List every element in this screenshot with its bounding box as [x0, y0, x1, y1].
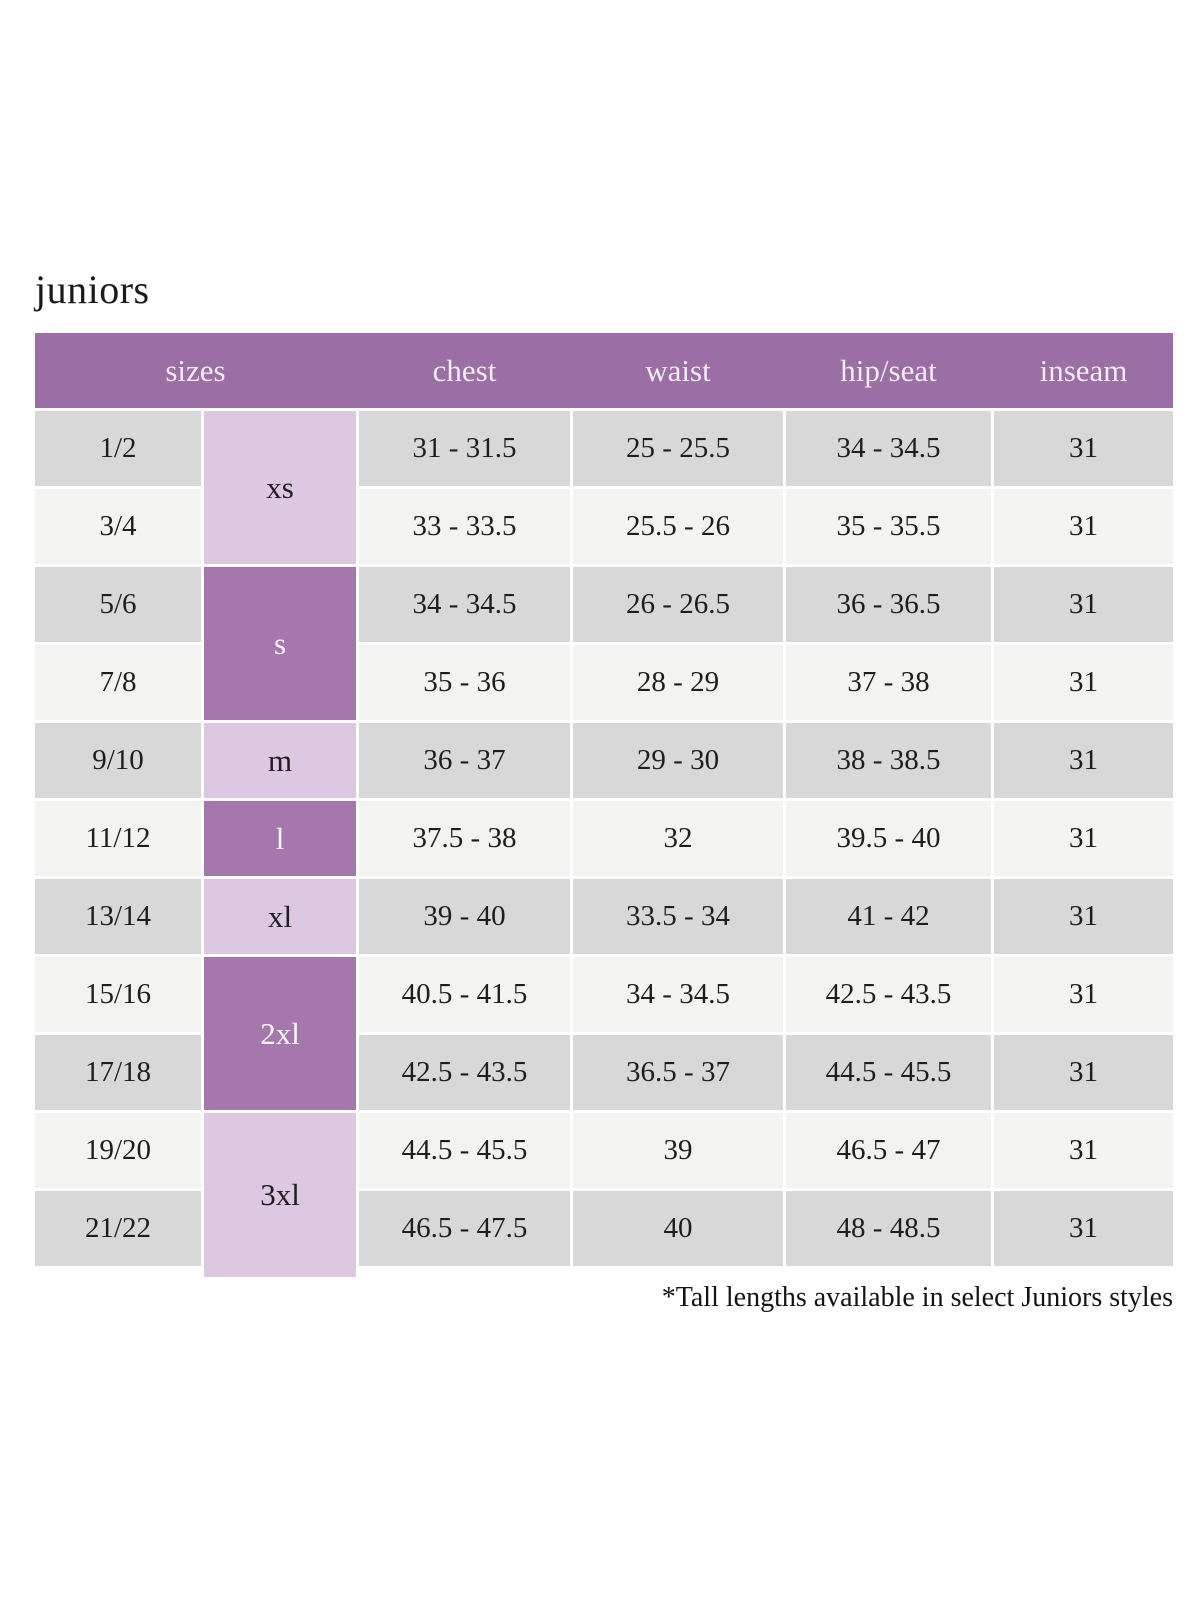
inseam-cell: 31 [994, 411, 1173, 486]
waist-cell: 40 [573, 1191, 783, 1266]
waist-cell: 39 [573, 1113, 783, 1188]
chest-cell: 37.5 - 38 [359, 801, 570, 876]
chest-cell: 44.5 - 45.5 [359, 1113, 570, 1188]
waist-cell: 33.5 - 34 [573, 879, 783, 954]
hip-seat-cell: 37 - 38 [786, 645, 991, 720]
hip-seat-cell: 41 - 42 [786, 879, 991, 954]
waist-cell: 25 - 25.5 [573, 411, 783, 486]
hip-seat-cell: 39.5 - 40 [786, 801, 991, 876]
chest-cell: 33 - 33.5 [359, 489, 570, 564]
hip-seat-cell: 42.5 - 43.5 [786, 957, 991, 1032]
waist-cell: 29 - 30 [573, 723, 783, 798]
inseam-cell: 31 [994, 723, 1173, 798]
chest-cell: 34 - 34.5 [359, 567, 570, 642]
hip-seat-cell: 44.5 - 45.5 [786, 1035, 991, 1110]
hip-seat-cell: 48 - 48.5 [786, 1191, 991, 1266]
page-title: juniors [35, 267, 150, 312]
size-range-cell: 17/18 [35, 1035, 201, 1110]
column-header-chest: chest [432, 352, 497, 388]
inseam-cell: 31 [994, 879, 1173, 954]
hip-seat-cell: 34 - 34.5 [786, 411, 991, 486]
inseam-cell: 31 [994, 1035, 1173, 1110]
inseam-cell: 31 [994, 1191, 1173, 1266]
size-range-cell: 13/14 [35, 879, 201, 954]
column-header-sizes: sizes [165, 352, 226, 388]
size-range-cell: 15/16 [35, 957, 201, 1032]
inseam-cell: 31 [994, 489, 1173, 564]
hip-seat-cell: 38 - 38.5 [786, 723, 991, 798]
tall-lengths-footnote: *Tall lengths available in select Junior… [661, 1282, 1173, 1313]
size-range-cell: 21/22 [35, 1191, 201, 1266]
inseam-cell: 31 [994, 801, 1173, 876]
size-letter-cell: 2xl [204, 957, 356, 1110]
size-range-cell: 9/10 [35, 723, 201, 798]
inseam-cell: 31 [994, 645, 1173, 720]
size-letter-cell: l [204, 801, 356, 876]
table-header-row: sizes chest waist hip/seat inseam [35, 333, 1173, 408]
hip-seat-cell: 46.5 - 47 [786, 1113, 991, 1188]
column-header-hip-seat: hip/seat [840, 352, 937, 388]
size-letter-cell: m [204, 723, 356, 798]
waist-cell: 25.5 - 26 [573, 489, 783, 564]
column-header-inseam: inseam [1039, 352, 1128, 388]
waist-cell: 28 - 29 [573, 645, 783, 720]
size-letter-cell: s [204, 567, 356, 720]
size-letter-cell: xl [204, 879, 356, 954]
chest-cell: 40.5 - 41.5 [359, 957, 570, 1032]
size-letter-cell: 3xl [204, 1113, 356, 1277]
chest-cell: 39 - 40 [359, 879, 570, 954]
chest-cell: 31 - 31.5 [359, 411, 570, 486]
inseam-cell: 31 [994, 957, 1173, 1032]
size-chart-table: sizes chest waist hip/seat inseam xs s m l xl 2xl… [35, 333, 1173, 1277]
size-letter-cell: xs [204, 411, 356, 564]
size-range-cell: 19/20 [35, 1113, 201, 1188]
hip-seat-cell: 36 - 36.5 [786, 567, 991, 642]
chest-cell: 36 - 37 [359, 723, 570, 798]
waist-cell: 32 [573, 801, 783, 876]
inseam-cell: 31 [994, 1113, 1173, 1188]
column-header-waist: waist [645, 352, 711, 388]
waist-cell: 34 - 34.5 [573, 957, 783, 1032]
chest-cell: 35 - 36 [359, 645, 570, 720]
waist-cell: 26 - 26.5 [573, 567, 783, 642]
size-range-cell: 1/2 [35, 411, 201, 486]
size-range-cell: 5/6 [35, 567, 201, 642]
size-range-cell: 11/12 [35, 801, 201, 876]
size-range-cell: 3/4 [35, 489, 201, 564]
inseam-cell: 31 [994, 567, 1173, 642]
chest-cell: 42.5 - 43.5 [359, 1035, 570, 1110]
hip-seat-cell: 35 - 35.5 [786, 489, 991, 564]
size-range-cell: 7/8 [35, 645, 201, 720]
waist-cell: 36.5 - 37 [573, 1035, 783, 1110]
chest-cell: 46.5 - 47.5 [359, 1191, 570, 1266]
